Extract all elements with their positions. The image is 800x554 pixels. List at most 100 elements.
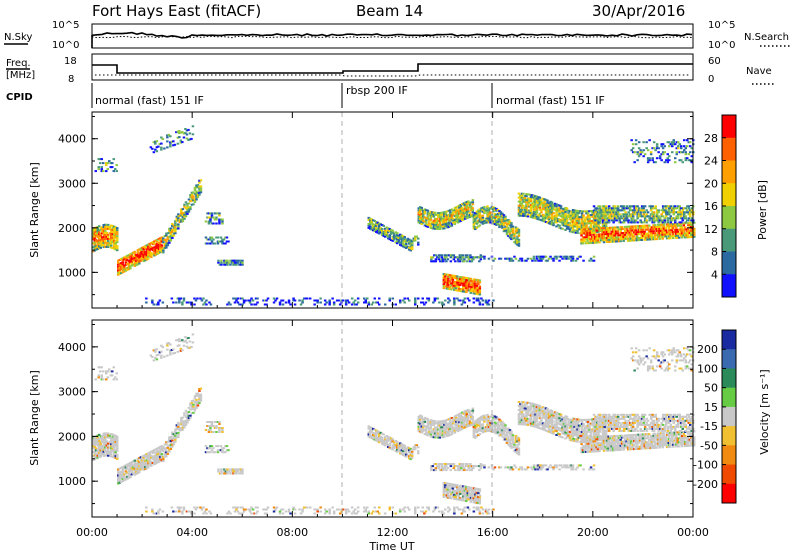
velocity-echo-cell (405, 451, 408, 454)
power-echo-cell (649, 238, 652, 241)
power-echo-cell (595, 235, 598, 238)
power-echo-cell (375, 226, 378, 229)
power-echo-cell (471, 203, 475, 206)
power-echo-cell (99, 242, 102, 245)
power-echo-cell (487, 213, 491, 216)
power-echo-cell (574, 259, 578, 262)
velocity-echo-cell (114, 449, 117, 451)
power-echo-cell (465, 279, 468, 281)
power-echo-cell (93, 229, 96, 232)
power-echo-cell (486, 217, 489, 220)
power-echo-cell (616, 236, 619, 239)
power-echo-cell (281, 303, 285, 306)
velocity-echo-cell (111, 437, 114, 440)
power-echo-cell (581, 240, 585, 243)
power-echo-cell (224, 259, 228, 262)
power-echo-cell (659, 231, 663, 234)
power-echo-cell (209, 238, 212, 241)
power-echo-cell (565, 225, 569, 228)
velocity-echo-cell (425, 425, 428, 428)
power-echo-cell (517, 200, 521, 203)
power-echo-cell (610, 234, 613, 237)
power-echo-cell (154, 247, 158, 250)
power-echo-cell (605, 235, 609, 237)
power-echo-cell (483, 220, 486, 223)
power-echo-cell (671, 217, 674, 220)
power-echo-cell (463, 284, 467, 287)
power-echo-cell (633, 211, 636, 214)
power-echo-cell (461, 211, 464, 214)
power-echo-cell (604, 221, 608, 224)
power-echo-cell (571, 231, 575, 234)
power-echo-cell (155, 140, 159, 143)
power-echo-cell (654, 205, 657, 208)
power-echo-cell (100, 168, 103, 171)
power-echo-cell (520, 208, 524, 211)
velocity-echo-cell (138, 463, 141, 466)
power-echo-cell (92, 232, 95, 235)
power-echo-cell (447, 281, 450, 284)
velocity-echo-cell (453, 485, 456, 488)
power-echo-cell (687, 236, 690, 239)
power-echo-cell (227, 240, 230, 243)
velocity-echo-cell (478, 490, 482, 493)
power-echo-cell (437, 214, 440, 216)
velocity-echo-cell (153, 449, 156, 452)
power-echo-cell (607, 215, 611, 218)
velocity-echo-cell (431, 429, 434, 432)
power-echo-cell (531, 212, 534, 215)
velocity-echo-cell (115, 378, 118, 381)
power-echo-cell (630, 205, 633, 208)
velocity-echo-cell (382, 439, 385, 442)
power-echo-cell (550, 219, 554, 222)
power-echo-cell (107, 227, 110, 230)
power-echo-cell (153, 254, 156, 257)
power-echo-cell (448, 280, 452, 283)
power-echo-cell (426, 215, 430, 218)
power-echo-cell (92, 228, 95, 231)
power-echo-cell (171, 235, 174, 237)
velocity-echo-cell (373, 432, 376, 435)
power-echo-cell (189, 208, 192, 211)
velocity-echo-cell (444, 421, 448, 424)
velocity-echo-cell (381, 432, 384, 435)
power-echo-cell (139, 251, 143, 254)
power-echo-cell (370, 222, 373, 225)
velocity-echo-cell (233, 468, 237, 471)
power-echo-cell (462, 288, 465, 291)
power-echo-cell (340, 299, 343, 302)
power-echo-cell (651, 205, 654, 208)
power-echo-cell (417, 243, 420, 246)
power-echo-cell (444, 281, 447, 284)
velocity-echo-cell (464, 465, 468, 468)
power-echo-cell (218, 263, 222, 266)
power-echo-cell (555, 211, 558, 214)
power-echo-cell (223, 259, 226, 262)
velocity-echo-cell (400, 447, 403, 450)
power-echo-cell (184, 211, 188, 214)
power-echo-cell (419, 208, 422, 211)
power-echo-cell (651, 157, 654, 160)
power-echo-cell (480, 207, 483, 210)
velocity-echo-cell (185, 341, 189, 344)
power-echo-cell (609, 213, 612, 216)
velocity-echo-cell (175, 339, 178, 342)
power-echo-cell (507, 220, 510, 223)
velocity-echo-cell (478, 496, 482, 499)
power-echo-cell (537, 204, 540, 207)
power-echo-cell (455, 214, 458, 217)
power-echo-cell (454, 260, 457, 263)
velocity-echo-cell (455, 428, 458, 431)
power-echo-cell (447, 275, 450, 278)
velocity-echo-cell (455, 414, 458, 417)
velocity-echo-cell (188, 346, 192, 349)
power-echo-cell (688, 222, 691, 225)
power-echo-cell (582, 222, 585, 225)
power-echo-cell (678, 222, 681, 225)
power-echo-cell (417, 207, 420, 210)
power-echo-cell (447, 297, 450, 300)
power-echo-cell (474, 280, 477, 283)
power-echo-cell (672, 207, 675, 210)
velocity-echo-cell (93, 438, 96, 441)
power-echo-cell (462, 278, 465, 281)
